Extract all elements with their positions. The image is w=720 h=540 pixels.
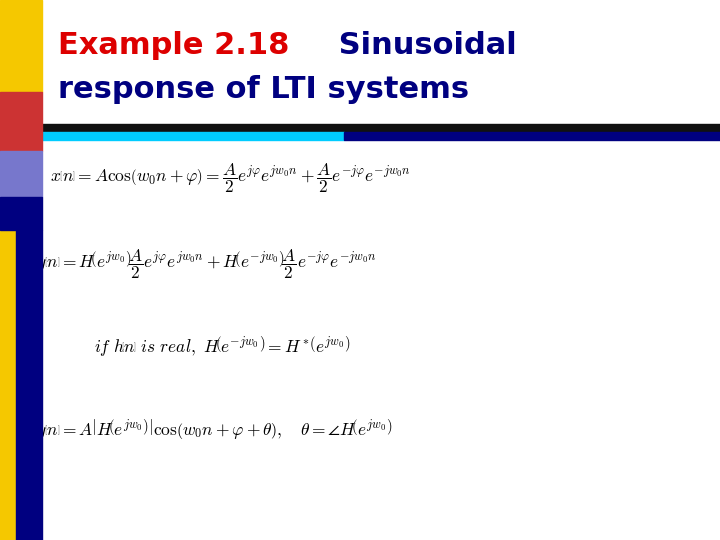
- Bar: [0, 0, 42, 92]
- Bar: [42, 132, 344, 140]
- Text: $x\left[n\right]=A\cos\!\left(w_0n+\varphi\right)=\dfrac{A}{2}e^{j\varphi}e^{jw_: $x\left[n\right]=A\cos\!\left(w_0n+\varp…: [50, 161, 411, 195]
- Bar: [42, 124, 720, 131]
- Text: $\mathit{if}\ h\!\left[n\right]\mathit{\ is\ real},\ H\!\left(e^{-jw_0}\right)=H: $\mathit{if}\ h\!\left[n\right]\mathit{\…: [94, 334, 350, 357]
- Bar: [0, 92, 42, 151]
- Text: Example 2.18: Example 2.18: [58, 31, 289, 60]
- Text: Sinusoidal: Sinusoidal: [328, 31, 516, 60]
- Bar: [0, 230, 16, 540]
- Bar: [344, 132, 720, 140]
- Bar: [0, 197, 42, 230]
- Text: 84: 84: [13, 511, 29, 524]
- Text: $y\left[n\right]=H\!\left(e^{jw_0}\right)\!\dfrac{A}{2}e^{j\varphi}e^{jw_0n}+H\!: $y\left[n\right]=H\!\left(e^{jw_0}\right…: [36, 248, 377, 281]
- Text: $y\left[n\right]=A\left|H\!\left(e^{jw_0}\right)\right|\cos\!\left(w_0n+\varphi+: $y\left[n\right]=A\left|H\!\left(e^{jw_0…: [36, 417, 392, 441]
- Bar: [16, 230, 42, 540]
- Text: response of LTI systems: response of LTI systems: [58, 75, 469, 104]
- Bar: [0, 151, 42, 197]
